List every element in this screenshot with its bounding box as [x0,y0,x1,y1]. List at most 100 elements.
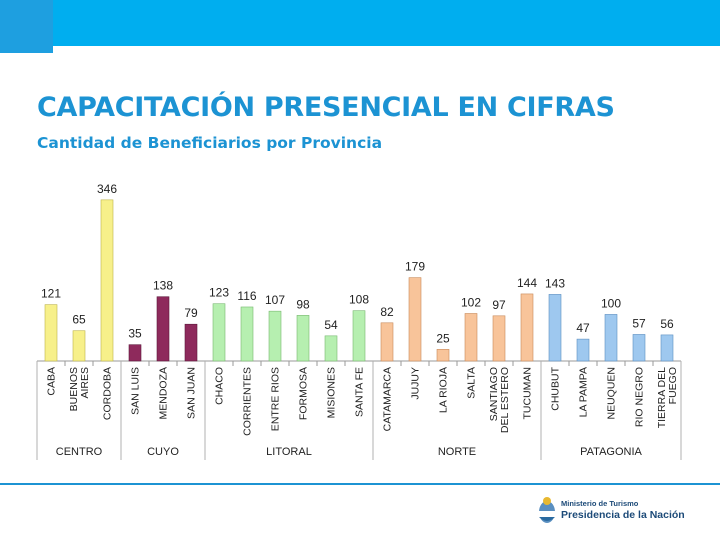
category-label-line: RIO NEGRO [634,367,646,427]
bar-neuquen [604,314,618,362]
data-label: 47 [576,321,590,335]
bar-chaco [212,303,226,362]
category-label-line: FUEGO [667,367,679,404]
category-label-line: ENTRE RIOS [270,367,282,431]
group-label-litoral: LITORAL [266,446,312,458]
data-label: 144 [517,276,537,290]
category-label: SANTIAGODEL ESTERO [488,367,511,433]
category-label: TUCUMAN [522,367,534,420]
bar-cordoba [100,199,114,362]
category-label: MISIONES [326,367,338,418]
category-label: CORRIENTES [242,367,254,436]
category-label: MENDOZA [158,367,170,420]
category-label-line: SALTA [466,367,478,399]
category-label: CORDOBA [102,367,114,420]
category-label-line: DEL ESTERO [499,367,511,433]
category-label: RIO NEGRO [634,367,646,427]
category-label-line: MENDOZA [158,367,170,420]
data-label: 100 [601,296,621,310]
corner-square [0,0,53,53]
data-label: 25 [436,331,450,345]
page-title: CAPACITACIÓN PRESENCIAL EN CIFRAS [37,92,615,123]
category-label-line: SAN JUAN [186,367,198,419]
group-label-centro: CENTRO [56,446,103,458]
logo-presidency-text: Presidencia de la Nación [561,509,685,521]
footer-divider [0,483,720,485]
bar-caba [44,304,58,362]
logo-ministry-text: Ministerio de Turismo [561,499,639,508]
category-label: CHUBUT [550,366,562,410]
bar-mendoza [156,296,170,362]
category-label: LA PAMPA [578,367,590,417]
bar-catamarca [380,322,394,362]
group-label-norte: NORTE [438,446,476,458]
bar-san-luis [128,344,142,362]
bar-buenos-aires [72,330,86,362]
bar-tierra-del-fuego [660,334,674,362]
category-label-line: SANTA FE [354,367,366,417]
bar-la-pampa [576,338,590,362]
category-label: ENTRE RIOS [270,367,282,431]
bar-misiones [324,335,338,362]
category-label: CATAMARCA [382,367,394,431]
bar-formosa [296,315,310,362]
group-label-patagonia: PATAGONIA [580,446,642,458]
top-banner [0,0,720,46]
page-subtitle: Cantidad de Beneficiarios por Provincia [37,134,383,152]
category-label-line: CORRIENTES [242,367,254,436]
ministry-logo: Ministerio de Turismo Presidencia de la … [536,495,716,531]
category-label: SAN LUIS [130,367,142,415]
group-label-cuyo: CUYO [147,446,179,458]
category-label: SAN JUAN [186,367,198,419]
data-label: 35 [128,327,142,341]
category-label: SANTA FE [354,367,366,417]
category-label-line: CATAMARCA [382,367,394,431]
category-label-line: CORDOBA [102,367,114,420]
category-label-line: SANTIAGO [488,367,500,421]
bar-san-juan [184,323,198,362]
bar-corrientes [240,306,254,362]
data-label: 121 [41,287,61,301]
category-label-line: FORMOSA [298,367,310,420]
category-label-line: CABA [46,367,58,396]
data-label: 107 [265,293,285,307]
data-label: 108 [349,293,369,307]
data-label: 138 [153,279,173,293]
data-label: 54 [324,318,338,332]
category-label: FORMOSA [298,367,310,420]
category-label-line: CHUBUT [550,366,562,410]
data-label: 97 [492,298,506,312]
data-label: 57 [632,316,646,330]
data-label: 143 [545,276,565,290]
category-label: BUENOSAIRES [68,367,91,411]
coat-of-arms-icon [539,497,555,523]
data-label: 98 [296,297,310,311]
category-label-line: TIERRA DEL [656,367,668,428]
category-label: NEUQUEN [606,367,618,420]
data-label: 123 [209,286,229,300]
category-label-line: TUCUMAN [522,367,534,420]
beneficiaries-bar-chart: 121 CABA 65 BUENOSAIRES 346 CORDOBA 35 SAN LUIS… [36,182,682,460]
category-label-line: SAN LUIS [130,367,142,415]
category-label-line: NEUQUEN [606,367,618,420]
category-label: LA RIOJA [438,367,450,413]
bar-chubut [548,294,562,362]
category-label-line: LA RIOJA [438,367,450,413]
category-label-line: CHACO [214,367,226,405]
data-label: 82 [380,305,394,319]
category-label-line: BUENOS [68,367,80,411]
data-label: 102 [461,295,481,309]
bar-rio-negro [632,334,646,362]
category-label-line: JUJUY [410,367,422,400]
bar-entre-rios [268,310,282,362]
data-label: 116 [237,289,256,303]
data-label: 346 [97,182,117,196]
data-label: 65 [72,313,86,327]
category-label-line: MISIONES [326,367,338,418]
category-label-line: AIRES [79,367,91,399]
category-label: SALTA [466,367,478,399]
category-label: CHACO [214,367,226,405]
bar-tucuman [520,293,534,362]
bar-jujuy [408,277,422,362]
data-label: 79 [184,306,198,320]
